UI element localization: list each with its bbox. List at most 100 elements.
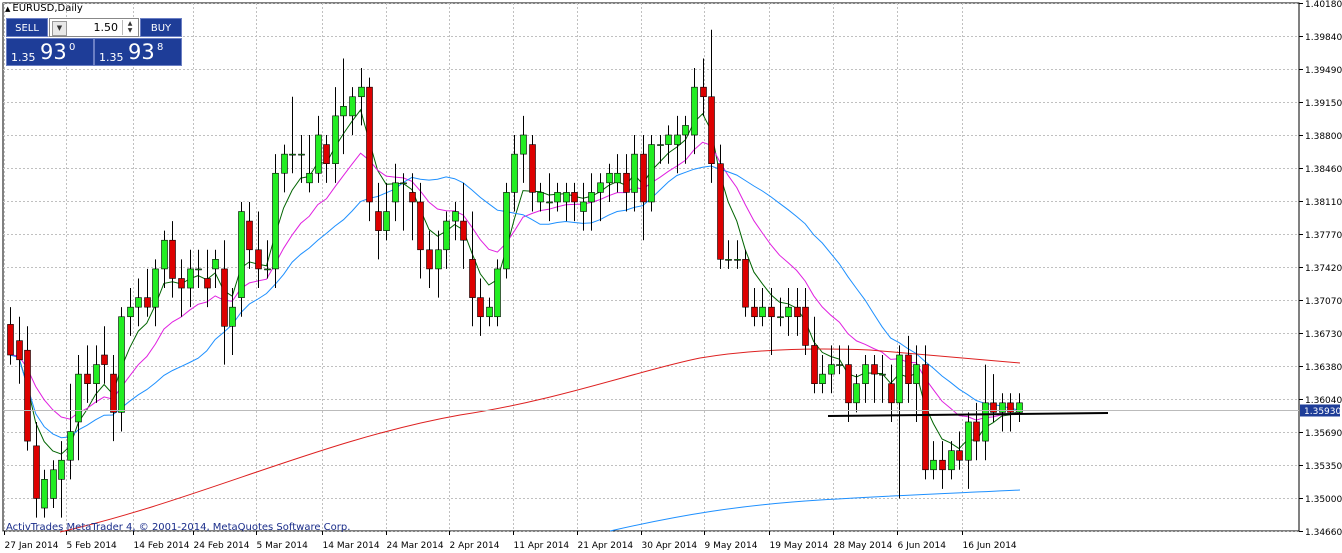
chart-title: ▲ EURUSD,Daily: [5, 3, 83, 14]
candle: [366, 77, 373, 222]
y-tick-label: 1.39490: [1305, 66, 1342, 76]
y-tick-label: 1.37770: [1305, 231, 1342, 241]
lot-spinner-icon[interactable]: ▲ ▼: [122, 20, 137, 35]
candle: [289, 96, 296, 174]
candle: [811, 316, 818, 394]
candle-body: [982, 402, 989, 442]
current-price-label: 1.35930: [1304, 407, 1341, 417]
candle-body: [375, 211, 382, 231]
candle: [264, 240, 271, 279]
candle-body: [298, 153, 305, 156]
candle-body: [67, 431, 74, 461]
candle: [580, 182, 587, 231]
candle-body: [84, 373, 91, 384]
candle: [665, 125, 672, 164]
buy-price-button[interactable]: 1.35 93 8: [94, 38, 182, 66]
candle-body: [597, 182, 604, 193]
candle-body: [469, 259, 476, 298]
candle-body: [785, 306, 792, 318]
candle: [708, 29, 715, 183]
candle-body: [460, 220, 467, 241]
lot-size-field[interactable]: ▼ 1.50 ▲ ▼: [49, 18, 139, 37]
candle: [691, 68, 698, 155]
candle-body: [33, 445, 40, 499]
candle-body: [802, 306, 809, 346]
candle: [417, 182, 424, 279]
y-tick-label: 1.37070: [1305, 297, 1342, 307]
candle: [511, 135, 518, 212]
candle: [614, 154, 621, 193]
candle: [426, 230, 433, 289]
candle-body: [349, 96, 356, 117]
candle: [435, 230, 442, 298]
candle: [349, 87, 356, 135]
x-tick-label: 14 Feb 2014: [134, 541, 190, 551]
candle: [563, 182, 570, 222]
candle-body: [93, 364, 100, 384]
ma-long-line: [609, 489, 1021, 532]
candle: [187, 249, 194, 308]
candle: [84, 345, 91, 403]
chevron-down-icon[interactable]: ▼: [52, 21, 67, 36]
candle: [794, 288, 801, 336]
candle: [135, 278, 142, 327]
x-tick-label: 5 Feb 2014: [67, 541, 118, 551]
candle: [999, 393, 1006, 432]
candle-body: [486, 306, 493, 318]
candle: [759, 288, 766, 327]
candle: [460, 182, 467, 269]
trend-line: [827, 412, 1109, 417]
candle-body: [871, 364, 878, 375]
candle: [657, 135, 664, 164]
candle: [477, 278, 484, 336]
candle-body: [494, 268, 501, 318]
candle-body: [255, 249, 262, 270]
candle-body: [768, 306, 775, 318]
candle: [717, 144, 724, 269]
sell-button[interactable]: SELL: [6, 18, 48, 37]
candle-body: [563, 192, 570, 203]
candle-body: [819, 373, 826, 384]
candle: [930, 441, 937, 480]
candle-body: [674, 134, 681, 145]
candle-body: [930, 459, 937, 471]
y-tick-label: 1.40180: [1305, 0, 1342, 10]
candle-body: [665, 134, 672, 145]
sell-price-button[interactable]: 1.35 93 0: [6, 38, 94, 66]
candle-body: [682, 125, 689, 136]
candle-body: [127, 306, 134, 318]
candle-body: [340, 106, 347, 117]
lot-size-value[interactable]: 1.50: [93, 21, 119, 34]
candle-body: [845, 364, 852, 404]
candle-body: [606, 172, 613, 184]
buy-button[interactable]: BUY: [140, 18, 182, 37]
candle-body: [529, 144, 536, 193]
x-tick-label: 28 May 2014: [834, 541, 893, 551]
time-axis: 27 Jan 2014 5 Feb 2014 14 Feb 2014 24 Feb 2…: [4, 531, 1017, 551]
candle: [383, 182, 390, 241]
candle: [161, 230, 168, 289]
candle: [212, 249, 219, 289]
candle-body: [571, 192, 578, 203]
candle: [332, 87, 339, 183]
candle: [75, 355, 82, 461]
y-tick-label: 1.35350: [1305, 462, 1342, 472]
candle-body: [477, 297, 484, 318]
x-tick-label: 16 Jun 2014: [963, 541, 1017, 551]
x-tick-label: 27 Jan 2014: [5, 541, 59, 551]
candle: [298, 135, 305, 183]
candle: [546, 173, 553, 222]
candle-body: [965, 421, 972, 461]
candle-body: [392, 182, 399, 203]
candle: [674, 115, 681, 174]
candle: [443, 211, 450, 269]
moving-averages: [9, 108, 1021, 533]
candle-body: [956, 450, 963, 461]
candle: [725, 240, 732, 269]
candle-body: [41, 479, 48, 509]
candle-body: [973, 421, 980, 442]
candle: [229, 288, 236, 355]
candle: [537, 182, 544, 212]
candle-body: [708, 96, 715, 164]
